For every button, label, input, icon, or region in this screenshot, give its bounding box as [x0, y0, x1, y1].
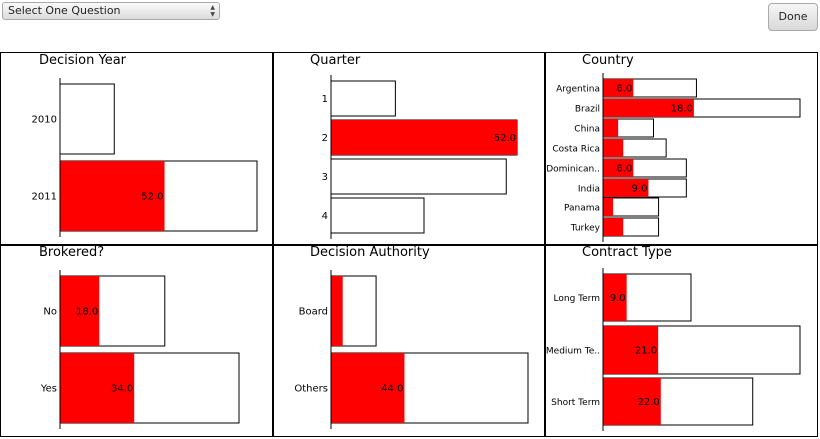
category-label: Costa Rica — [552, 145, 600, 155]
bar-total-1[interactable] — [330, 80, 396, 117]
data-label: 52.0 — [141, 192, 163, 203]
panel-title: Country — [582, 53, 634, 68]
data-label: 18.0 — [76, 307, 98, 318]
data-label: 22.0 — [638, 397, 660, 408]
panel-title: Contract Type — [582, 245, 672, 260]
bar-highlight-costa-rica[interactable] — [603, 139, 624, 157]
bar-highlight-long-term[interactable] — [603, 274, 627, 321]
data-label: 34.0 — [111, 384, 133, 395]
toolbar: Select One Question ▲ ▼ Done — [0, 0, 820, 46]
data-label: 44.0 — [381, 384, 403, 395]
bar-highlight-board[interactable] — [331, 276, 343, 346]
data-label: 6.0 — [616, 84, 632, 95]
panel-title: Quarter — [310, 53, 361, 68]
bar-total-4[interactable] — [330, 197, 425, 234]
bar-highlight-dominican-[interactable] — [603, 159, 634, 177]
bar-highlight-2011[interactable] — [60, 161, 165, 231]
panel-contract-type: Contract Type Long Term 9.0 Medium Te.. 21.… — [545, 245, 817, 436]
question-select[interactable]: Select One Question ▲ ▼ — [2, 2, 220, 20]
category-label: No — [43, 307, 57, 318]
panel-brokered: Brokered? No 18.0 Yes 34.0 — [1, 245, 271, 436]
bar-total-3[interactable] — [330, 158, 507, 195]
category-label: Dominican.. — [546, 165, 600, 175]
data-label: 9.0 — [610, 293, 626, 304]
category-label: 1 — [322, 94, 328, 105]
bar-highlight-argentina[interactable] — [603, 79, 634, 97]
data-label: 21.0 — [635, 346, 657, 357]
bar-highlight-india[interactable] — [603, 179, 649, 197]
category-label: Brazil — [575, 105, 600, 115]
data-label: 9.0 — [632, 184, 648, 195]
bar-chart-decision-authority: Board Others 44.0 — [294, 270, 529, 429]
bar-highlight-yes[interactable] — [60, 353, 135, 423]
bar-highlight-brazil[interactable] — [603, 99, 694, 117]
bar-highlight-panama[interactable] — [603, 198, 614, 216]
category-label: Medium Te.. — [546, 347, 600, 357]
question-select-value: Select One Question — [8, 4, 121, 17]
bar-chart-brokered: No 18.0 Yes 34.0 — [40, 270, 240, 429]
category-label: 2011 — [32, 192, 57, 203]
panel-decision-year: Decision Year 2010 2011 52.0 — [1, 53, 271, 244]
category-label: Short Term — [551, 398, 600, 408]
chart-grid — [0, 52, 818, 437]
bar-highlight-no[interactable] — [60, 276, 100, 346]
category-label: 4 — [322, 211, 328, 222]
panel-decision-authority: Decision Authority Board Others 44.0 — [273, 245, 543, 436]
data-label: 18.0 — [671, 104, 693, 115]
bar-chart-country: Argentina 6.0 Brazil 18.0 China Costa Rica Dom… — [546, 73, 801, 242]
panel-quarter: Quarter 1 2 52.0 3 4 — [273, 53, 543, 244]
bar-highlight-others[interactable] — [331, 353, 405, 423]
category-label: Argentina — [556, 85, 600, 95]
done-button[interactable]: Done — [768, 3, 818, 31]
bar-chart-quarter: 1 2 52.0 3 4 — [322, 75, 518, 239]
panel-title: Decision Authority — [310, 245, 430, 260]
bar-highlight-2[interactable] — [331, 120, 517, 155]
bar-highlight-short-term[interactable] — [603, 378, 661, 425]
panel-country: Country Argentina 6.0 Brazil 18.0 China Costa… — [545, 53, 817, 244]
category-label: Long Term — [554, 294, 600, 304]
category-label: 2010 — [32, 115, 57, 126]
horizontal-divider — [1, 244, 817, 246]
category-label: India — [578, 185, 600, 195]
category-label: Yes — [40, 384, 57, 395]
category-label: Turkey — [570, 224, 601, 234]
panel-title: Brokered? — [39, 245, 105, 260]
category-label: 3 — [322, 172, 328, 183]
category-label: Others — [294, 384, 328, 395]
bar-total-2010[interactable] — [59, 83, 115, 155]
category-label: 2 — [322, 133, 328, 144]
data-label: 52.0 — [494, 133, 516, 144]
panel-title: Decision Year — [39, 53, 127, 68]
data-label: 6.0 — [616, 164, 632, 175]
bar-highlight-turkey[interactable] — [603, 218, 624, 236]
bar-highlight-china[interactable] — [603, 119, 619, 137]
category-label: Panama — [564, 204, 600, 214]
bar-chart-decision-year: 2010 2011 52.0 — [32, 78, 258, 237]
category-label: China — [574, 125, 600, 135]
bar-highlight-medium-te-[interactable] — [603, 326, 659, 374]
category-label: Board — [299, 307, 328, 318]
select-arrows-icon: ▲ ▼ — [210, 4, 215, 18]
bar-chart-contract-type: Long Term 9.0 Medium Te.. 21.0 Short Term 22.… — [546, 268, 801, 431]
